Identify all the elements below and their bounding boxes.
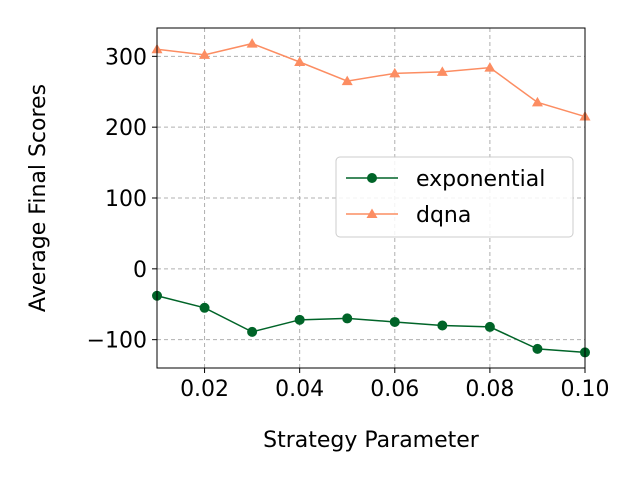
data-point-dqna (246, 38, 258, 48)
data-point-exponential (389, 316, 400, 327)
y-tick-label: −100 (87, 329, 147, 354)
x-tick-label: 0.06 (370, 377, 419, 402)
x-tick-label: 0.04 (275, 377, 324, 402)
data-point-exponential (199, 302, 210, 313)
data-point-exponential (294, 314, 305, 325)
data-point-dqna (341, 75, 353, 86)
y-tick-label: 0 (133, 258, 147, 283)
data-point-dqna (389, 67, 401, 78)
x-tick-label: 0.10 (561, 377, 610, 402)
legend-marker-dqna (366, 208, 378, 218)
data-point-dqna (531, 96, 543, 107)
data-point-dqna (436, 66, 448, 76)
data-point-dqna (199, 49, 211, 59)
x-tick-label: 0.08 (465, 377, 514, 402)
x-axis-label: Strategy Parameter (263, 428, 480, 453)
data-point-exponential (437, 320, 448, 331)
data-point-exponential (532, 343, 543, 354)
data-point-dqna (484, 62, 496, 72)
y-tick-label: 100 (105, 187, 147, 212)
data-point-dqna (294, 56, 306, 66)
data-point-exponential (247, 326, 258, 337)
data-point-exponential (484, 321, 495, 332)
legend-label-exponential: exponential (416, 167, 545, 192)
y-axis-label: Average Final Scores (26, 84, 51, 312)
series-line-exponential (156, 295, 586, 354)
legend-box (335, 156, 574, 238)
x-tick-label: 0.02 (180, 377, 229, 402)
axis-ticks: 0.02 0.04 0.06 0.08 0.10 −100 0 100 200 300 (87, 45, 610, 402)
data-point-exponential (342, 313, 353, 324)
legend: exponential dqna (335, 156, 574, 238)
series-line-dqna (156, 42, 586, 118)
legend-marker-exponential (367, 173, 377, 183)
y-tick-label: 300 (105, 45, 147, 70)
legend-label-dqna: dqna (416, 203, 471, 228)
y-tick-label: 200 (105, 116, 147, 141)
